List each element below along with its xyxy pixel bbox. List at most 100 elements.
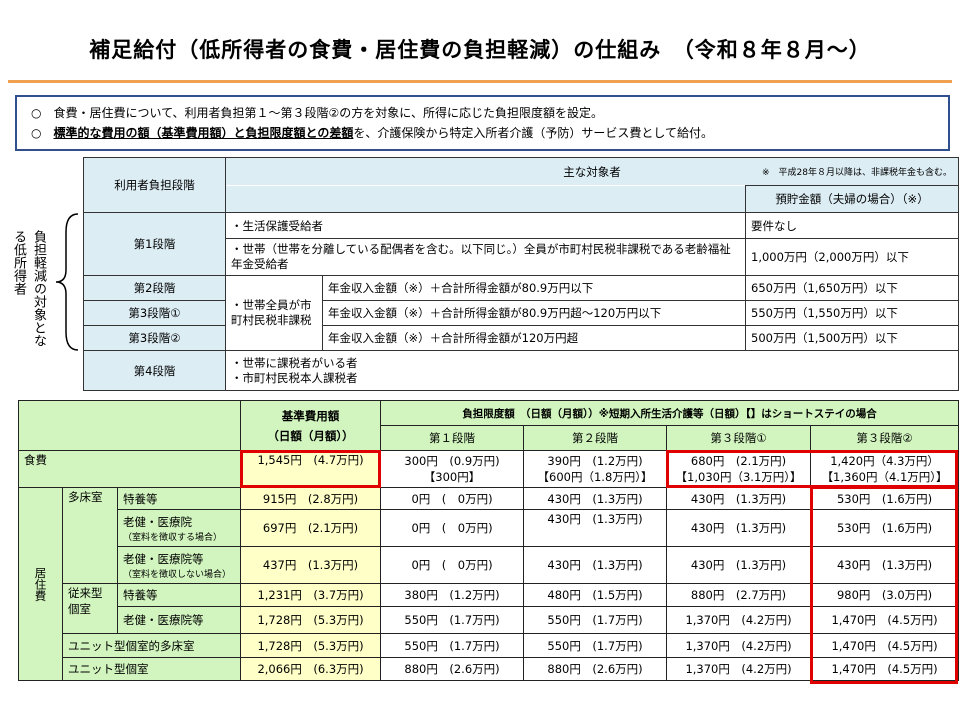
cell: 430円 (1.3万円) (666, 546, 812, 584)
base-value: 1,728円 (5.3万円) (240, 633, 382, 658)
cell: 480円 (1.5万円) (523, 583, 668, 607)
summary-emphasis: 標準的な費用の額（基準費用額）と負担限度額との差額 (53, 126, 354, 140)
food-s4-short: 【1,360円（4.1万円）】 (821, 470, 948, 484)
header-stage-1: 第１段階 (380, 425, 525, 451)
summary-line-2: ○ 標準的な費用の額（基準費用額）と負担限度額との差額を、介護保険から特定入所者… (31, 123, 934, 143)
row-label-main: 老健・医療院 (123, 514, 192, 529)
nontax-group: ・世帯全員が市町村民税非課税 (225, 275, 323, 351)
header-stage-3-2: 第３段階② (810, 425, 960, 451)
row-label: ユニット型個室的多床室 (61, 633, 242, 658)
header-savings: 預貯金額（夫婦の場合）（※） (744, 185, 960, 213)
cell: 550円 (1.7万円) (523, 633, 668, 658)
highlight-residence-stage3-2 (810, 486, 958, 684)
cell: 0円 ( 0万円) (380, 509, 525, 547)
highlight-food-stage3 (666, 450, 958, 488)
header-target: 主な対象者 ※ 平成28年８月以降は、非課税年金も含む。 (224, 157, 960, 186)
cell: 430円 (1.3万円) (810, 546, 960, 584)
cell: 550円 (1.7万円) (380, 633, 525, 658)
cell: 430円 (1.3万円) (523, 546, 668, 584)
stage-2: 第2段階 (83, 275, 226, 301)
stage-1: 第1段階 (83, 212, 226, 276)
header-stage-2: 第２段階 (523, 425, 668, 451)
header-base: 基準費用額 （日額（月額）） (240, 400, 382, 451)
cell: 430円 (1.3万円) (523, 487, 668, 510)
cell: 1,470円 (4.5万円) (810, 633, 960, 658)
header-base-1: 基準費用額 (281, 408, 340, 423)
cell: 880円 (2.6万円) (523, 657, 668, 681)
header-limit: 負担限度額 （日額（月額））※短期入所生活介護等（日額）【】はショートステイの場… (380, 400, 960, 426)
cell: 0円 ( 0万円) (380, 546, 525, 584)
row-label: 特養等 (116, 487, 242, 510)
savings-3-1: 550万円（1,550万円）以下 (744, 300, 960, 326)
food-s4: 1,420円（4.3万円） 【1,360円（4.1万円）】 (810, 450, 960, 488)
row-label: ユニット型個室 (61, 657, 242, 681)
cell: 0円 ( 0万円) (380, 487, 525, 510)
food-s3: 680円 (2.1万円) 【1,030円（3.1万円）】 (666, 450, 812, 488)
header-target-label: 主な対象者 (563, 164, 621, 179)
side-label: 負担軽減の対象となる低所得者 (11, 230, 46, 347)
cell: 880円 (2.6万円) (380, 657, 525, 681)
target-4: ・世帯に課税者がいる者 ・市町村民税本人課税者 (224, 350, 960, 391)
savings-3-2: 500万円（1,500万円）以下 (744, 325, 960, 351)
cell: 1,370円 (4.2万円) (666, 633, 812, 658)
row-label-sub: （室料を徴収しない場合） (123, 569, 232, 580)
row-label: 老健・医療院 （室料を徴収する場合） (116, 509, 242, 547)
stage-4: 第4段階 (83, 350, 226, 391)
base-value: 915円 (2.8万円) (240, 487, 382, 510)
food-s1-short: 【300円】 (423, 470, 481, 484)
eligibility-table: 利用者負担段階 主な対象者 ※ 平成28年８月以降は、非課税年金も含む。 預貯金額… (83, 157, 960, 391)
summary-text-1: 食費・居住費について、利用者負担第１～第３段階②の方を対象に、所得に応じた負担限… (53, 106, 603, 120)
header-base-2: （日額（月額）） (267, 428, 354, 443)
base-value: 1,231円 (3.7万円) (240, 583, 382, 607)
cell: 880円 (2.7万円) (666, 583, 812, 607)
cell: 530円 (1.6万円) (810, 509, 960, 547)
cell: 1,370円 (4.2万円) (666, 606, 812, 634)
base-value: 697円 (2.1万円) (240, 509, 382, 547)
target-2: 年金収入金額（※）＋合計所得金額が80.9万円以下 (322, 275, 746, 301)
food-s3-short: 【1,030円（3.1万円）】 (675, 470, 802, 484)
limit-table: 基準費用額 （日額（月額）） 負担限度額 （日額（月額））※短期入所生活介護等（日… (17, 400, 960, 681)
target-4b: ・市町村民税本人課税者 (231, 370, 358, 385)
stage-3-1: 第3段階① (83, 300, 226, 326)
title-underline (8, 80, 952, 83)
cell: 430円 (1.3万円) (666, 487, 812, 510)
row-label: 老健・医療院等 （室料を徴収しない場合） (116, 546, 242, 584)
cell: 430円 (1.3万円) (666, 509, 812, 547)
target-3-1: 年金収入金額（※）＋合計所得金額が80.9万円超～120万円以下 (322, 300, 746, 326)
cell: 550円 (1.7万円) (380, 606, 525, 634)
food-s1: 300円 (0.9万円) 【300円】 (380, 450, 525, 488)
group-multi: 多床室 (62, 487, 118, 584)
brace-icon (55, 213, 79, 351)
summary-box: ○ 食費・居住費について、利用者負担第１～第３段階②の方を対象に、所得に応じた負… (15, 95, 950, 151)
base-value: 1,728円 (5.3万円) (240, 606, 382, 634)
savings-1a: 要件なし (744, 212, 960, 239)
food-s1-daily: 300円 (0.9万円) (404, 454, 500, 468)
row-label: 特養等 (116, 583, 242, 607)
food-label: 食費 (17, 450, 242, 488)
cell: 1,470円 (4.5万円) (810, 657, 960, 681)
target-4a: ・世帯に課税者がいる者 (231, 355, 358, 370)
cell: 380円 (1.2万円) (380, 583, 525, 607)
cell: 430円 (1.3万円) (523, 509, 668, 547)
corner-cell (17, 400, 242, 451)
target-3-2: 年金収入金額（※）＋合計所得金額が120万円超 (322, 325, 746, 351)
row-label: 老健・医療院等 (116, 606, 242, 634)
header-note: ※ 平成28年８月以降は、非課税年金も含む。 (762, 168, 953, 178)
target-1b: ・世帯（世帯を分離している配偶者を含む。以下同じ。）全員が市町村民税非課税である… (225, 238, 746, 276)
food-base: 1,545円 (4.7万円) (240, 450, 382, 488)
target-1a: ・生活保護受給者 (225, 212, 746, 239)
page-title: 補足給付（低所得者の食費・居住費の負担軽減）の仕組み （令和８年８月～） (89, 38, 871, 62)
cell: 1,370円 (4.2万円) (666, 657, 812, 681)
highlight-food-base (240, 450, 381, 488)
food-s2-short: 【600円（1.8万円）】 (537, 470, 653, 484)
row-label-main: 老健・医療院等 (123, 551, 204, 566)
bullet-icon: ○ (31, 106, 42, 120)
bullet-icon: ○ (31, 126, 42, 140)
summary-text-2: を、介護保険から特定入所者介護（予防）サービス費として給付。 (353, 126, 714, 140)
row-label-sub: （室料を徴収する場合） (123, 532, 223, 543)
cell: 550円 (1.7万円) (523, 606, 668, 634)
header-blank (225, 185, 746, 213)
header-stage-3-1: 第３段階① (666, 425, 812, 451)
savings-1b: 1,000万円（2,000万円）以下 (744, 238, 960, 276)
header-stage: 利用者負担段階 (83, 157, 226, 213)
